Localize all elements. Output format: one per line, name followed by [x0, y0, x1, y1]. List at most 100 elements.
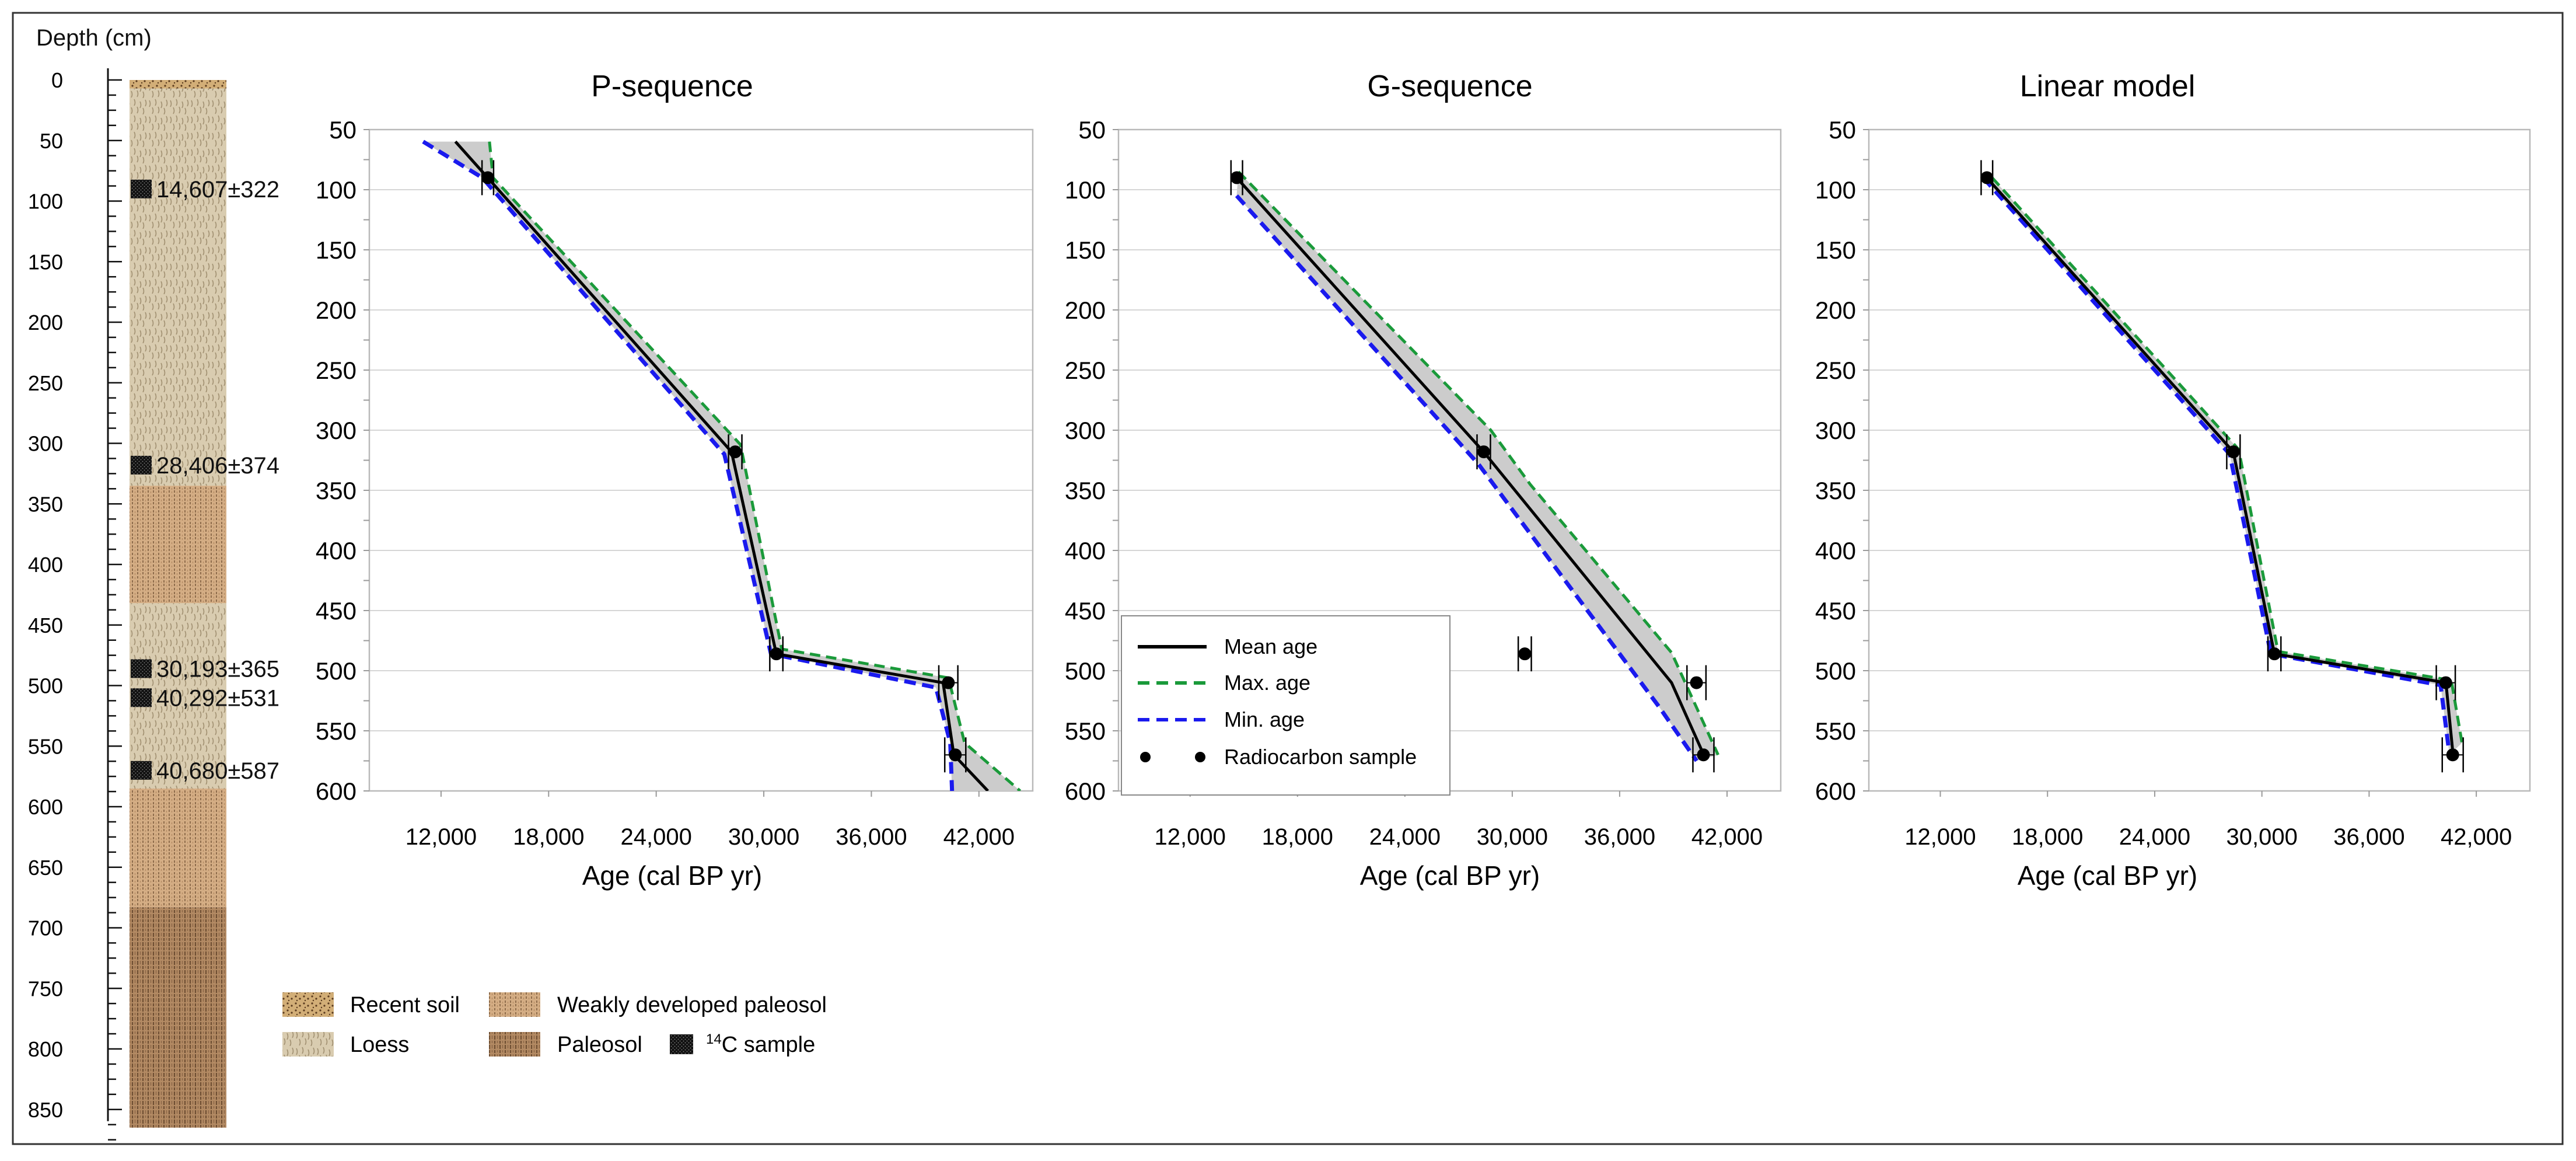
stratigraphic-column: Depth (cm) 0 50 100 150 200 250 300 350 400 450 50…	[28, 25, 279, 1141]
x-tick-label: 18,000	[513, 824, 584, 850]
confidence-band	[423, 141, 1020, 791]
depth-axis: 0 50 100 150 200 250 300 350 400 450 500 550 600 650 7…	[28, 68, 122, 1141]
depth-tick-label: 850	[28, 1098, 63, 1122]
strat-sample-label: 40,292±531	[156, 685, 279, 711]
legend-dot-b	[1195, 752, 1205, 762]
x-tick-label: 18,000	[2012, 824, 2083, 850]
x-tick-label: 12,000	[1904, 824, 1976, 850]
legend-label-paleosol: Paleosol	[557, 1033, 642, 1057]
depth-tick-label: 400	[28, 553, 63, 577]
y-tick-label: 50	[329, 116, 356, 144]
depth-tick-label: 500	[28, 674, 63, 698]
x-axis-label: Age (cal BP yr)	[1360, 860, 1540, 891]
legend-label-weak-paleosol: Weakly developed paleosol	[557, 993, 827, 1017]
radiocarbon-sample-point	[1230, 171, 1243, 184]
radiocarbon-sample-point	[1690, 676, 1703, 689]
depth-tick-label: 750	[28, 977, 63, 1000]
y-tick-label: 200	[1815, 297, 1856, 324]
plot-frame	[1868, 128, 2531, 792]
legend-swatch-loess	[282, 1032, 334, 1057]
x-tick-label: 42,000	[2441, 824, 2512, 850]
y-tick-label: 400	[316, 537, 356, 564]
series-mean-age	[1235, 176, 1705, 756]
panel-g-sequence: G-sequence Age (cal BP yr) 50 100 150 200 25…	[1065, 69, 1782, 891]
depth-tick-label: 250	[28, 371, 63, 395]
radiocarbon-sample-point	[2227, 445, 2240, 459]
legend-swatch-c14	[670, 1034, 693, 1054]
y-tick-label: 250	[1065, 357, 1106, 384]
confidence-band	[1983, 177, 2462, 755]
depth-tick-label: 0	[51, 68, 63, 92]
strat-layer-5	[130, 907, 226, 1128]
y-tick-label: 600	[1815, 778, 1856, 805]
depth-tick-label: 450	[28, 613, 63, 637]
strat-layer-2	[130, 486, 226, 604]
radiocarbon-sample-point	[481, 171, 495, 184]
legend-label-c14: 14C sample	[706, 1031, 815, 1057]
panel-linear-model: Linear model Age (cal BP yr) 50 100 150 200…	[1815, 69, 2531, 891]
legend-text-min: Min. age	[1224, 707, 1305, 731]
depth-axis-label: Depth (cm)	[36, 25, 152, 51]
strat-legend: Recent soil Loess Weakly developed paleo…	[282, 992, 827, 1057]
y-tick-label: 500	[1065, 657, 1106, 685]
y-tick-label: 300	[316, 417, 356, 444]
radiocarbon-sample-point	[1477, 445, 1490, 459]
depth-tick-label: 100	[28, 190, 63, 214]
x-tick-label: 36,000	[2333, 824, 2404, 850]
strat-sample-label: 28,406±374	[156, 453, 279, 479]
x-tick-label: 36,000	[836, 824, 907, 850]
x-tick-label: 30,000	[1477, 824, 1548, 850]
panel-title: G-sequence	[1367, 69, 1532, 103]
y-tick-label: 500	[316, 657, 356, 685]
x-axis-label: Age (cal BP yr)	[582, 860, 762, 891]
plot-area: 50 100 150 200 250 300 350 400 450 500 550 600 12,00…	[316, 116, 1034, 850]
plot-series	[1980, 160, 2464, 773]
legend-text-sample: Radiocarbon sample	[1224, 745, 1417, 769]
depth-tick-label: 600	[28, 795, 63, 819]
radiocarbon-sample-point	[1980, 171, 1994, 184]
strat-layer-4	[130, 788, 226, 908]
strat-layers	[130, 80, 226, 1128]
y-tick-label: 400	[1815, 537, 1856, 564]
x-tick-label: 24,000	[621, 824, 692, 850]
x-tick-label: 24,000	[1369, 824, 1441, 850]
radiocarbon-sample-point	[1697, 748, 1710, 762]
figure-border	[12, 12, 2564, 1145]
plot-area: 50 100 150 200 250 300 350 400 450 500 550 600 12,00…	[1065, 116, 1782, 850]
y-tick-label: 200	[316, 297, 356, 324]
y-tick-label: 100	[1815, 176, 1856, 204]
radiocarbon-sample-point	[770, 647, 783, 661]
strat-sample-marker	[131, 455, 152, 475]
panel-title: Linear model	[2020, 69, 2196, 103]
x-tick-label: 12,000	[406, 824, 477, 850]
legend-text-max: Max. age	[1224, 671, 1310, 695]
y-tick-label: 150	[1815, 236, 1856, 264]
x-tick-label: 42,000	[943, 824, 1015, 850]
radiocarbon-sample-point	[729, 445, 742, 459]
y-tick-label: 300	[1065, 417, 1106, 444]
depth-tick-label: 50	[40, 129, 63, 153]
radiocarbon-sample-point	[1518, 647, 1532, 661]
x-tick-label: 30,000	[2227, 824, 2298, 850]
strat-sample-marker	[131, 688, 152, 707]
legend-label-loess: Loess	[350, 1033, 409, 1057]
y-tick-label: 550	[1065, 717, 1106, 745]
panel-p-sequence: P-sequence Age (cal BP yr) 50 100 150 200 25…	[316, 69, 1034, 891]
legend-dot-a	[1140, 752, 1151, 762]
y-tick-label: 150	[1065, 236, 1106, 264]
y-tick-label: 450	[1065, 597, 1106, 625]
legend-swatch-recent-soil	[282, 992, 334, 1017]
y-tick-label: 500	[1815, 657, 1856, 685]
strat-sample-marker	[131, 179, 152, 198]
legend-label-recent-soil: Recent soil	[350, 993, 460, 1017]
x-tick-label: 36,000	[1584, 824, 1655, 850]
y-tick-label: 50	[1078, 116, 1106, 144]
radiocarbon-sample-point	[949, 748, 962, 762]
strat-layer-1	[130, 88, 226, 486]
strat-sample-marker	[131, 659, 152, 678]
y-tick-label: 200	[1065, 297, 1106, 324]
y-tick-label: 100	[316, 176, 356, 204]
x-tick-label: 12,000	[1155, 824, 1226, 850]
legend-text-mean: Mean age	[1224, 634, 1317, 658]
y-tick-label: 350	[316, 477, 356, 504]
